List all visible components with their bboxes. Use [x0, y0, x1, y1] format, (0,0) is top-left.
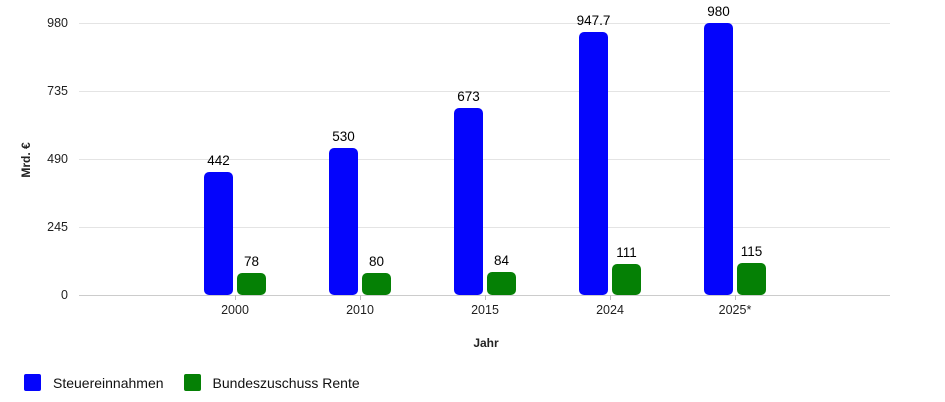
bar-value-label-bundeszuschuss-rente-2015: 84 — [493, 252, 510, 268]
bar-bundeszuschuss-rente-2010 — [362, 272, 391, 295]
bar-steuereinnahmen-2025 — [704, 23, 733, 295]
y-tick-label-980: 980 — [47, 16, 68, 30]
x-tick-mark-2024 — [610, 295, 611, 300]
legend-item-bundeszuschuss-rente[interactable]: Bundeszuschuss Rente — [183, 374, 360, 391]
x-tick-label-2015: 2015 — [471, 303, 499, 317]
bar-bundeszuschuss-rente-2015 — [487, 271, 516, 295]
bar-value-label-steuereinnahmen-2024: 947.7 — [576, 12, 611, 28]
legend-label-bundeszuschuss-rente: Bundeszuschuss Rente — [212, 374, 360, 391]
gridline-245 — [79, 227, 890, 228]
x-tick-mark-2010 — [360, 295, 361, 300]
bar-steuereinnahmen-2010 — [329, 147, 358, 295]
bar-bundeszuschuss-rente-2000 — [237, 273, 266, 295]
gridline-735 — [79, 91, 890, 92]
legend-swatch-bundeszuschuss-rente — [183, 374, 201, 391]
x-tick-label-2025: 2025* — [718, 303, 752, 317]
x-tick-label-2010: 2010 — [346, 303, 374, 317]
bar-value-label-steuereinnahmen-2000: 442 — [207, 153, 230, 169]
bar-value-label-steuereinnahmen-2015: 673 — [457, 89, 480, 105]
bar-value-label-steuereinnahmen-2010: 530 — [332, 128, 355, 144]
bar-bundeszuschuss-rente-2025 — [737, 263, 766, 295]
bar-value-label-bundeszuschuss-rente-2024: 111 — [616, 245, 637, 261]
legend-item-steuereinnahmen[interactable]: Steuereinnahmen — [24, 374, 164, 391]
bar-value-label-bundeszuschuss-rente-2010: 80 — [368, 253, 385, 269]
legend-label-steuereinnahmen: Steuereinnahmen — [53, 374, 164, 391]
x-tick-mark-2000 — [235, 295, 236, 300]
y-tick-label-490: 490 — [47, 152, 68, 166]
legend: Steuereinnahmen Bundeszuschuss Rente — [24, 374, 360, 391]
y-tick-label-735: 735 — [47, 84, 68, 98]
bar-bundeszuschuss-rente-2024 — [612, 264, 641, 295]
gridline-0 — [79, 295, 890, 296]
legend-swatch-steuereinnahmen — [24, 374, 41, 391]
gridline-490 — [79, 159, 890, 160]
bar-value-label-bundeszuschuss-rente-2025: 115 — [740, 244, 763, 260]
bar-value-label-bundeszuschuss-rente-2000: 78 — [243, 254, 260, 270]
gridline-980 — [79, 23, 890, 24]
bar-steuereinnahmen-2000 — [204, 172, 233, 295]
x-tick-label-2024: 2024 — [596, 303, 624, 317]
y-tick-label-245: 245 — [47, 220, 68, 234]
x-axis-title: Jahr — [473, 336, 499, 350]
bar-steuereinnahmen-2024 — [579, 31, 608, 295]
x-tick-label-2000: 2000 — [221, 303, 249, 317]
x-tick-mark-2015 — [485, 295, 486, 300]
y-tick-label-0: 0 — [61, 288, 68, 302]
x-tick-mark-2025 — [735, 295, 736, 300]
bar-steuereinnahmen-2015 — [454, 108, 483, 295]
bar-value-label-steuereinnahmen-2025: 980 — [707, 4, 730, 19]
